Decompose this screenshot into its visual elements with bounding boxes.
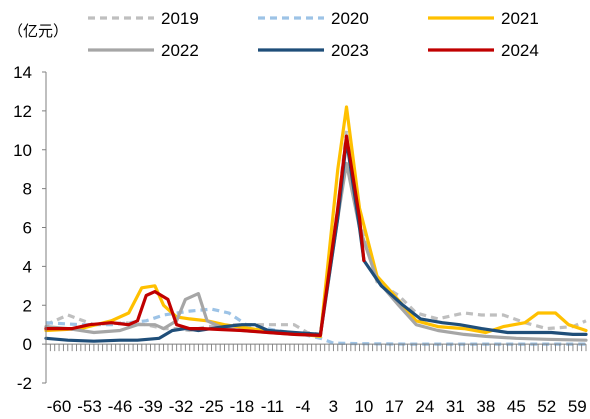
series-line-2021: [44, 105, 588, 338]
x-tick-label: -4: [295, 397, 310, 416]
x-tick-label: -18: [230, 397, 255, 416]
x-tick-label: 17: [385, 397, 404, 416]
series-line-2019: [45, 128, 587, 336]
y-tick-label: 0: [23, 335, 32, 354]
y-tick-label: 8: [23, 180, 32, 199]
unit-label: （亿元）: [8, 23, 68, 40]
x-tick-label: -60: [47, 397, 72, 416]
x-tick-label: 38: [476, 397, 495, 416]
x-tick-label: -46: [108, 397, 133, 416]
x-tick-label: -11: [261, 397, 284, 416]
x-tick-label: 52: [537, 397, 556, 416]
y-tick-label: 10: [13, 141, 32, 160]
legend: 2019 2020 2021 2022 2023 2024: [88, 9, 539, 60]
legend-label-2020: 2020: [331, 9, 369, 28]
x-tick-label: 24: [415, 397, 434, 416]
series-line-2024: [44, 134, 366, 337]
legend-label-2022: 2022: [161, 41, 199, 60]
x-tick-label: -32: [169, 397, 194, 416]
plot-lines: [44, 105, 588, 346]
y-tick-label: 6: [23, 219, 32, 238]
y-tick-label: -2: [17, 374, 32, 393]
x-tick-label: -39: [138, 397, 163, 416]
legend-label-2019: 2019: [161, 9, 199, 28]
legend-label-2024: 2024: [501, 41, 539, 60]
x-tick-label: -53: [77, 397, 102, 416]
y-tick-label: 14: [13, 63, 32, 82]
x-tick-label: 45: [507, 397, 526, 416]
x-tick-label: -25: [199, 397, 224, 416]
x-tick-label: 10: [354, 397, 373, 416]
y-tick-label: 2: [23, 296, 32, 315]
x-tick-label: 59: [568, 397, 587, 416]
y-tick-label: 4: [23, 257, 32, 276]
series-line-2023: [44, 138, 588, 343]
legend-label-2023: 2023: [331, 41, 369, 60]
x-tick-label: 31: [446, 397, 465, 416]
x-tick-label: 3: [329, 397, 338, 416]
y-tick-label: 12: [13, 102, 32, 121]
legend-label-2021: 2021: [501, 9, 539, 28]
